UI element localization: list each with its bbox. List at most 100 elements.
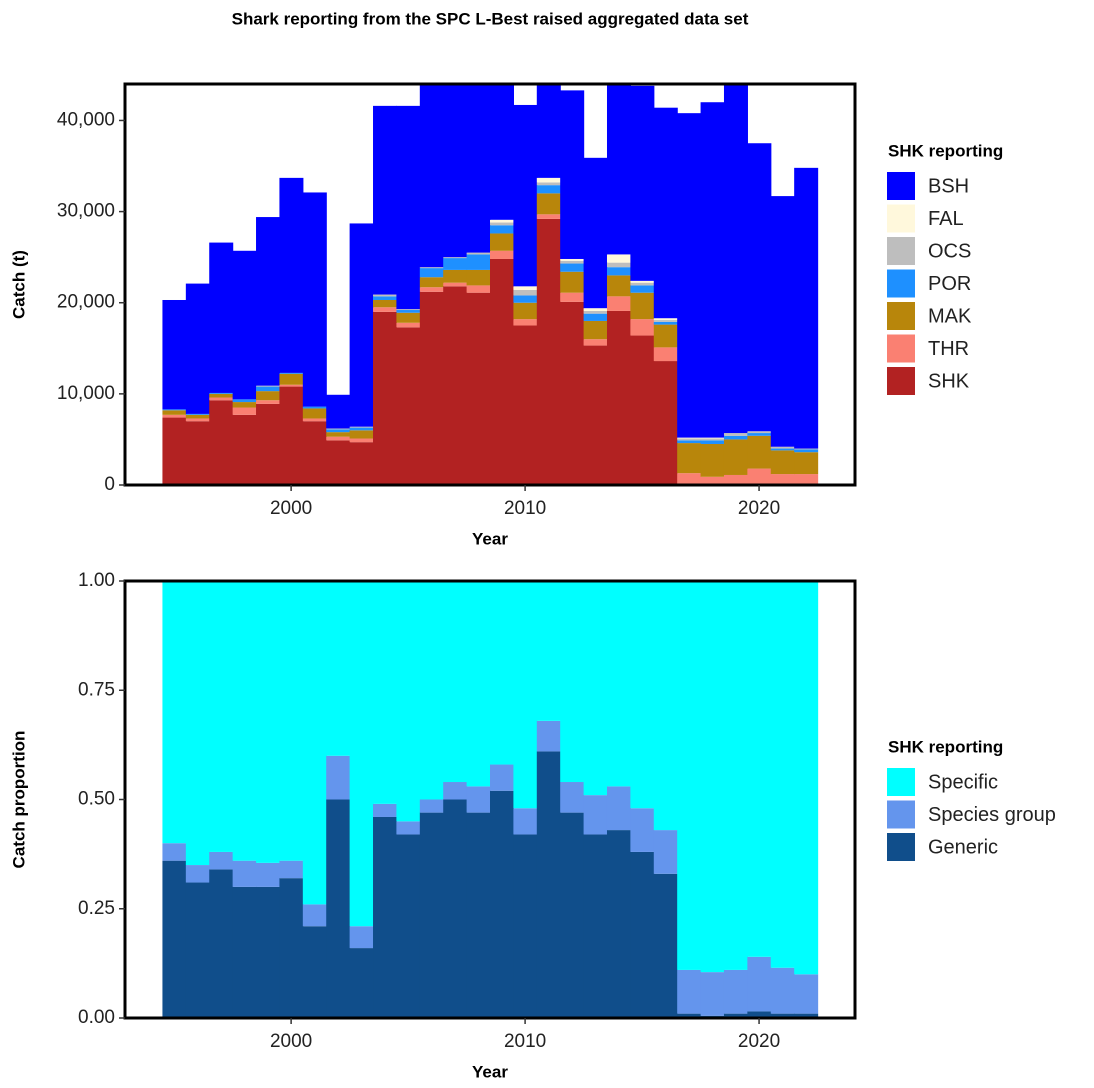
legend-key: [887, 800, 915, 829]
y-axis-title: Catch proportion: [9, 731, 28, 869]
bar-segment: [606, 84, 631, 255]
bar-segment: [419, 268, 444, 278]
bar-segment: [396, 310, 421, 313]
bar-segment: [513, 289, 538, 296]
bar-segment: [770, 581, 795, 968]
bar-segment: [630, 581, 655, 809]
bar-segment: [583, 834, 608, 1018]
bar-segment: [209, 400, 234, 485]
bar-segment: [443, 269, 468, 283]
bar-segment: [770, 967, 795, 1014]
bar-segment: [794, 1013, 819, 1018]
bar-segment: [232, 414, 257, 485]
bar-segment: [513, 104, 538, 287]
bar-segment: [419, 277, 444, 288]
chart-title: Shark reporting from the SPC L-Best rais…: [232, 9, 749, 28]
bar-segment: [560, 263, 585, 272]
bar-segment: [326, 755, 351, 800]
bar-segment: [466, 252, 491, 255]
bar-segment: [419, 84, 444, 268]
bar-segment: [606, 254, 631, 263]
bar-segment: [677, 581, 702, 970]
bar-segment: [302, 421, 327, 485]
legend-key: [887, 768, 915, 796]
bar-segment: [209, 392, 234, 394]
bar-segment: [794, 474, 819, 485]
y-tick-label: 0.25: [78, 898, 115, 919]
bar-segment: [677, 969, 702, 1014]
panel-border: [123, 82, 857, 487]
bar-segment: [443, 258, 468, 270]
y-tick-label: 30,000: [57, 201, 115, 222]
bar-segment: [279, 384, 304, 387]
legend-label: Specific: [928, 771, 998, 793]
bar-segment: [794, 581, 819, 975]
bar-segment: [162, 299, 187, 410]
bar-segment: [747, 143, 772, 432]
plot-area: [162, 581, 819, 1018]
bar-segment: [326, 581, 351, 756]
bar-segment: [677, 440, 702, 444]
bar-segment: [443, 286, 468, 485]
bar-segment: [536, 751, 561, 1018]
bar-segment: [443, 257, 468, 259]
bar-segment: [770, 450, 795, 475]
bar-segment: [560, 90, 585, 259]
bar-segment: [606, 310, 631, 485]
bar-segment: [209, 581, 234, 852]
bar-segment: [513, 834, 538, 1018]
bar-segment: [232, 399, 257, 403]
legend-key: [887, 833, 915, 861]
bar-segment: [606, 581, 631, 787]
bar-segment: [396, 821, 421, 835]
bar-segment: [419, 287, 444, 292]
bar-segment: [326, 436, 351, 441]
bar-segment: [209, 242, 234, 393]
bar-segment: [747, 433, 772, 436]
bar-segment: [700, 476, 725, 485]
bar-segment: [209, 397, 234, 401]
bar-segment: [560, 260, 585, 264]
bar-segment: [490, 250, 514, 259]
bar-segment: [279, 386, 304, 485]
bar-segment: [256, 400, 281, 404]
y-tick-label: 40,000: [57, 109, 115, 130]
bar-segment: [747, 431, 772, 434]
bar-segment: [677, 1013, 702, 1018]
bar-segment: [162, 843, 187, 861]
bar-segment: [630, 282, 655, 286]
bar-segment: [606, 267, 631, 276]
bar-segment: [162, 409, 187, 411]
bar-segment: [583, 310, 608, 314]
bar-segment: [653, 830, 678, 874]
bar-segment: [162, 860, 187, 1018]
bar-segment: [279, 860, 304, 879]
bar-segment: [349, 430, 374, 439]
bar-segment: [256, 581, 281, 863]
bar-segment: [185, 418, 210, 422]
bar-segment: [653, 581, 678, 831]
bar-segment: [653, 324, 678, 348]
bar-segment: [770, 1013, 795, 1018]
bar-segment: [490, 258, 514, 485]
bar-segment: [723, 969, 748, 1014]
bar-segment: [256, 217, 281, 386]
bar-segment: [606, 830, 631, 1018]
bar-segment: [209, 851, 234, 870]
bar-segment: [513, 302, 538, 320]
bar-segment: [653, 320, 678, 322]
bar-segment: [232, 581, 257, 861]
bar-segment: [396, 105, 421, 310]
bar-segment: [162, 417, 187, 485]
legend-key: [887, 302, 915, 330]
bar-segment: [279, 878, 304, 1018]
bar-segment: [677, 473, 702, 485]
bar-segment: [747, 956, 772, 1012]
bar-segment: [630, 319, 655, 336]
bar-segment: [302, 581, 327, 905]
bar-segment: [466, 786, 491, 813]
bar-segment: [279, 373, 304, 385]
x-axis-title: Year: [472, 529, 508, 548]
bar-segment: [185, 413, 210, 415]
